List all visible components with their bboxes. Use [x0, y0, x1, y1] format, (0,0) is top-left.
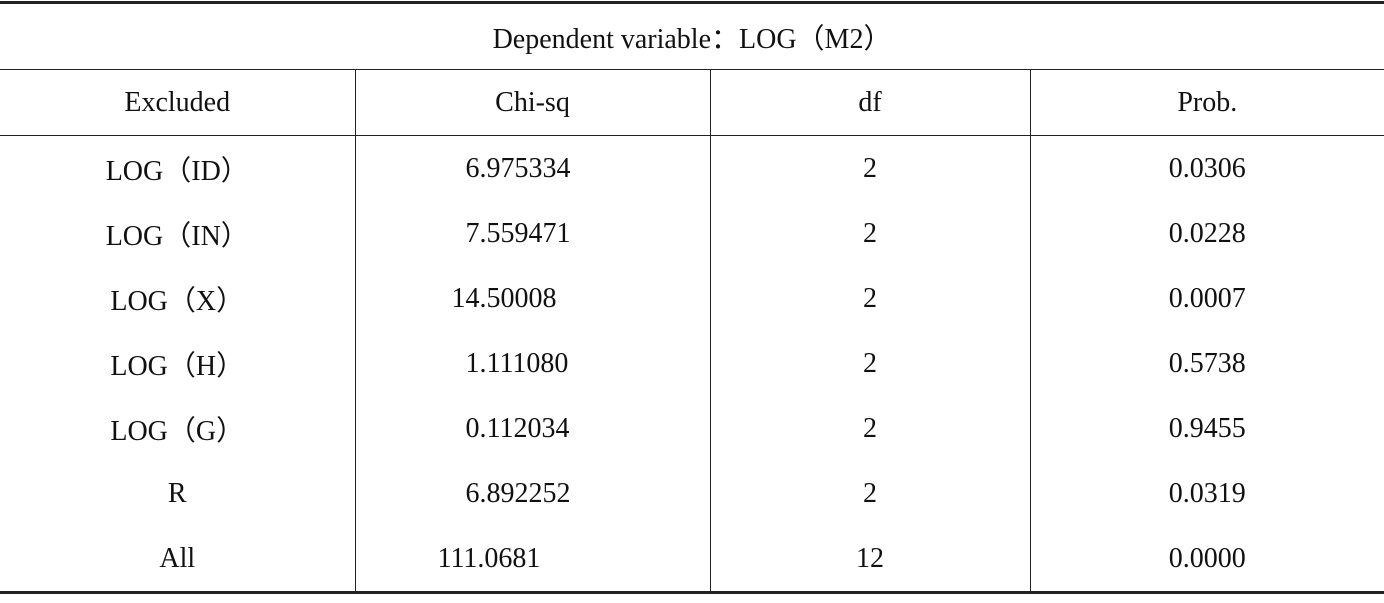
cell-value: 2 [709, 266, 1030, 331]
cell-value: 2 [709, 461, 1030, 526]
cell-value: 0.0306 [1029, 135, 1384, 201]
row-label: LOG（G） [110, 415, 245, 447]
data-row: LOG（ID） 6.975334 2 0.0306 [0, 135, 1384, 201]
cell-value: 2 [709, 135, 1030, 201]
cell-value: 2 [709, 396, 1030, 461]
cell-value: 0.0007 [1029, 266, 1384, 331]
column-header: df [709, 69, 1030, 136]
cell-value: 111.0681 [354, 526, 710, 593]
row-label: LOG（IN） [105, 220, 249, 252]
row-label: LOG（H） [110, 350, 245, 382]
data-row: LOG（X） 14.50008 2 0.0007 [0, 266, 1384, 331]
cell-value: 2 [709, 201, 1030, 266]
cell-value: 6.975334 [354, 135, 710, 201]
row-label: R [167, 477, 187, 509]
column-header: Excluded [0, 69, 355, 136]
cell-value: 0.5738 [1029, 331, 1384, 396]
data-row: LOG（H） 1.111080 2 0.5738 [0, 331, 1384, 396]
data-row: LOG（G） 0.112034 2 0.9455 [0, 396, 1384, 461]
table-title: Dependent variable：LOG（M2） [0, 2, 1384, 70]
column-header: Prob. [1029, 69, 1384, 136]
cell-value: 1.111080 [354, 331, 710, 396]
row-label: LOG（X） [110, 285, 245, 317]
cell-value: 0.112034 [354, 396, 710, 461]
row-label: All [159, 542, 196, 574]
column-header: Chi-sq [354, 69, 710, 136]
cell-value: 2 [709, 331, 1030, 396]
cell-value: 0.0000 [1029, 526, 1384, 593]
title-row: Dependent variable：LOG（M2） [0, 2, 1384, 70]
header-row: Excluded Chi-sq df Prob. [0, 69, 1384, 136]
cell-value: 0.9455 [1029, 396, 1384, 461]
row-label: LOG（ID） [105, 155, 249, 187]
cell-value: 14.50008 [354, 266, 710, 331]
data-row: All 111.0681 12 0.0000 [0, 526, 1384, 593]
data-row: LOG（IN） 7.559471 2 0.0228 [0, 201, 1384, 266]
cell-value: 0.0228 [1029, 201, 1384, 266]
cell-value: 0.0319 [1029, 461, 1384, 526]
cell-value: 6.892252 [354, 461, 710, 526]
cell-value: 7.559471 [354, 201, 710, 266]
data-row: R 6.892252 2 0.0319 [0, 461, 1384, 526]
cell-value: 12 [709, 526, 1030, 593]
